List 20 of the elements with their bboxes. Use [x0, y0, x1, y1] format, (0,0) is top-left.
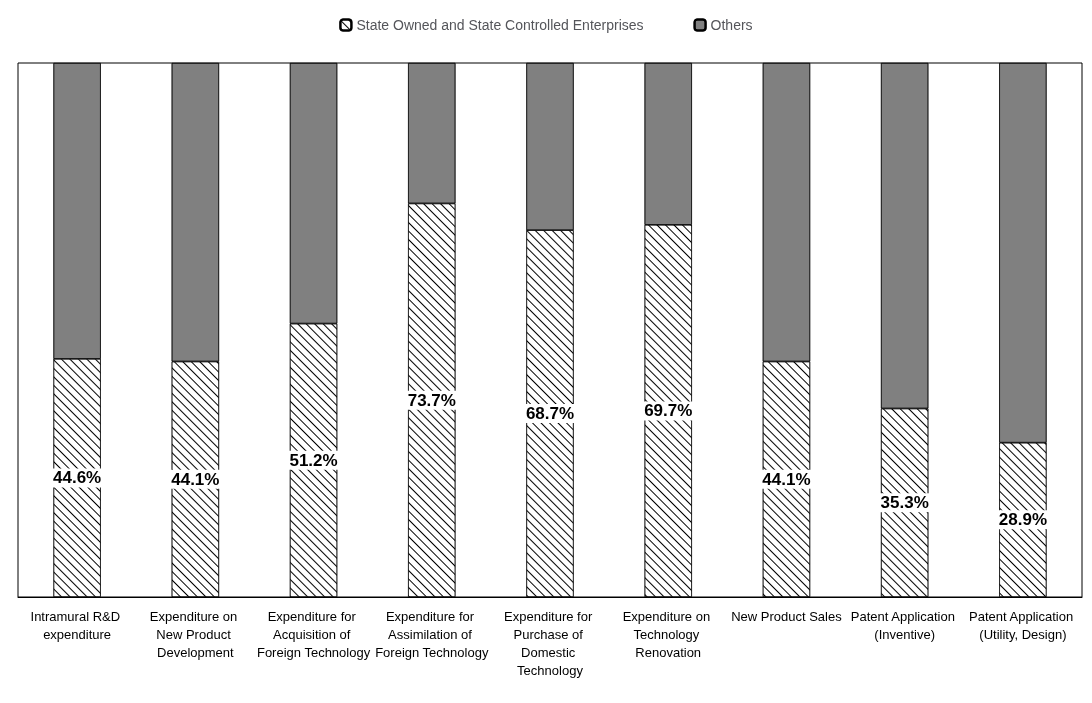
data-label: 28.9% — [998, 510, 1047, 530]
data-label: 73.7% — [407, 390, 456, 410]
x-tick-label: Patent Application (Inventive) — [850, 608, 959, 642]
x-tick-label: Expenditure for Purchase of Domestic Technology — [504, 608, 596, 678]
x-tick-label: Expenditure for Assimilation of Foreign Technology — [375, 608, 489, 660]
x-tick-label: Expenditure on Technology Renovation — [622, 608, 714, 660]
data-label: 44.6% — [53, 468, 102, 488]
data-label: 44.1% — [762, 469, 811, 489]
x-tick-label: Patent Application (Utility, Design) — [969, 608, 1077, 642]
data-label: 51.2% — [289, 450, 338, 470]
x-tick-label: New Product Sales — [731, 608, 843, 624]
data-label: 68.7% — [525, 404, 575, 424]
data-label: 35.3% — [880, 493, 929, 513]
legend-label: Others — [710, 17, 753, 33]
legend-label: State Owned and State Controlled Enterprises — [356, 17, 644, 33]
data-label: 44.1% — [171, 469, 220, 489]
x-tick-label: Expenditure on New Product Development — [149, 608, 241, 660]
data-label: 69.7% — [644, 401, 693, 421]
x-tick-label: Intramural R&D expenditure — [30, 608, 124, 642]
x-tick-label: Expenditure for Acquisition of Foreign Technology — [256, 608, 371, 660]
